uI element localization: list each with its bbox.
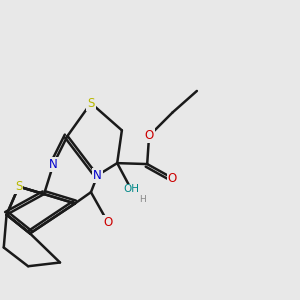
Text: OH: OH	[123, 184, 139, 194]
Text: H: H	[139, 195, 145, 204]
Text: S: S	[87, 97, 94, 110]
Text: S: S	[15, 180, 22, 193]
Text: O: O	[144, 129, 154, 142]
Text: N: N	[93, 169, 102, 182]
Text: O: O	[168, 172, 177, 184]
Text: O: O	[103, 216, 112, 229]
Text: N: N	[49, 158, 58, 171]
